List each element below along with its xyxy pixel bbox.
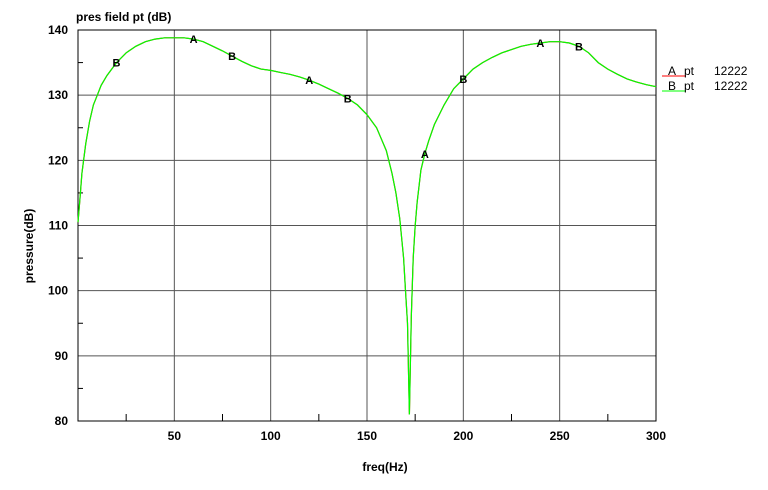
legend-name-a: pt bbox=[684, 64, 695, 78]
legend-entry-b: B pt 12222 bbox=[662, 79, 748, 93]
x-tick-label: 150 bbox=[357, 429, 377, 443]
curve-marker-b: B bbox=[228, 51, 236, 63]
curve-marker-a: A bbox=[536, 38, 544, 50]
grid bbox=[78, 30, 656, 421]
chart-title: pres field pt (dB) bbox=[76, 10, 171, 24]
curve-marker-a: A bbox=[190, 34, 198, 46]
curve-marker-b: B bbox=[575, 41, 583, 53]
y-tick-label: 90 bbox=[55, 349, 69, 363]
series-line-b bbox=[77, 37, 657, 415]
curve-marker-b: B bbox=[113, 58, 121, 70]
x-tick-label: 300 bbox=[646, 429, 666, 443]
y-tick-label: 110 bbox=[49, 219, 69, 233]
y-tick-label: 140 bbox=[48, 23, 68, 37]
markers-layer: A A A A B B B B B bbox=[113, 34, 583, 161]
curve-marker-b: B bbox=[344, 93, 352, 105]
y-tick-label: 120 bbox=[48, 153, 68, 167]
curve-marker-b: B bbox=[459, 74, 467, 86]
curve-marker-a: A bbox=[421, 149, 429, 161]
y-axis-label: pressure(dB) bbox=[22, 209, 36, 284]
axis-ticks: 50 100 150 200 250 300 80 90 100 110 120 130 140 bbox=[48, 23, 666, 443]
x-tick-label: 50 bbox=[168, 429, 182, 443]
x-axis-label: freq(Hz) bbox=[362, 460, 407, 474]
y-tick-label: 130 bbox=[48, 88, 68, 102]
x-tick-label: 250 bbox=[550, 429, 570, 443]
curve-marker-a: A bbox=[305, 75, 313, 87]
series-layer bbox=[77, 37, 657, 415]
legend-name-b: pt bbox=[684, 79, 695, 93]
legend-id-b: 12222 bbox=[714, 79, 748, 93]
y-tick-label: 80 bbox=[55, 414, 69, 428]
legend-marker-a: A bbox=[668, 64, 676, 78]
x-tick-label: 200 bbox=[453, 429, 473, 443]
x-tick-label: 100 bbox=[261, 429, 281, 443]
y-tick-label: 100 bbox=[48, 284, 68, 298]
plot-frame bbox=[77, 29, 657, 422]
legend-id-a: 12222 bbox=[714, 64, 748, 78]
legend-marker-b: B bbox=[668, 79, 676, 93]
legend-entry-a: A pt 12222 bbox=[662, 64, 748, 78]
legend: A pt 12222 B pt 12222 bbox=[662, 64, 748, 93]
